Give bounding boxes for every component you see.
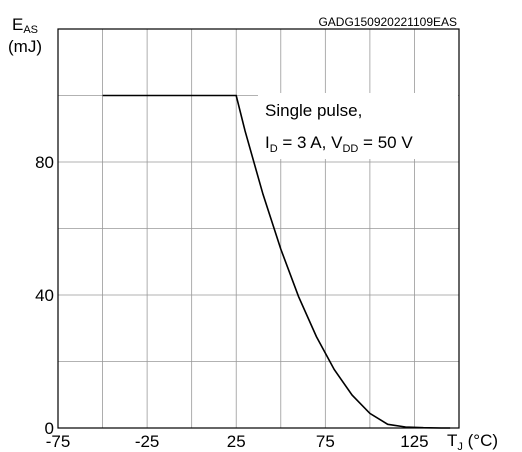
x-tick-label: -25 [135, 432, 160, 451]
x-tick-label: 75 [316, 432, 335, 451]
x-tick-label: 125 [400, 432, 428, 451]
x-tick-label: 25 [227, 432, 246, 451]
x-tick-label: -75 [46, 432, 71, 451]
y-tick-label: 40 [35, 286, 54, 305]
chart-id-label: GADG150920221109EAS [318, 15, 457, 29]
series-line [102, 94, 451, 429]
y-tick-label: 80 [35, 153, 54, 172]
annotation-line-2: ID = 3 A, VDD = 50 V [265, 133, 413, 155]
y-tick-labels: 0 40 80 [35, 153, 54, 438]
x-axis-label: TJ (°C) [447, 431, 498, 452]
x-tick-labels: -75 -25 25 75 125 [46, 432, 429, 451]
annotation-box [258, 93, 458, 159]
y-axis-unit: (mJ) [8, 37, 42, 56]
y-axis-label: EAS [12, 15, 38, 36]
annotation-line-1: Single pulse, [265, 101, 362, 120]
grid [58, 29, 459, 428]
plot-frame [57, 28, 460, 429]
y-tick-label: 0 [45, 419, 54, 438]
